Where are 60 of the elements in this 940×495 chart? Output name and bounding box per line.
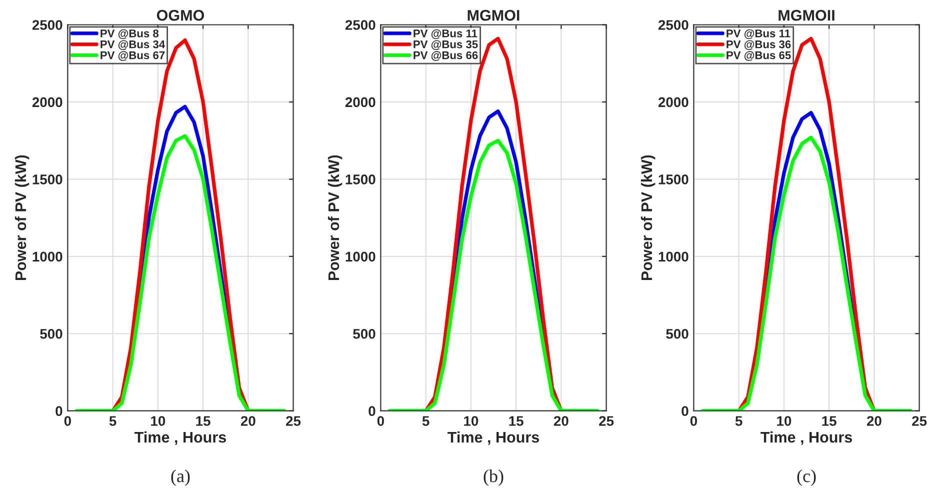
line-series [388,138,600,411]
legend-label: PV @Bus 35 [414,40,478,50]
y-tick-label: 500 [353,328,376,339]
text: (b) [484,469,504,486]
y-tick-label: 0 [56,406,62,416]
text: (c) [797,469,816,486]
x-tick-label: 5 [735,416,742,426]
y-tick-label: 500 [40,328,62,339]
y-tick-label: 2000 [658,97,688,108]
x-tick-label: 10 [777,416,792,426]
x-axis-title: Time , Hours [448,431,540,445]
y-tick-label: 1000 [346,252,376,262]
y-tick-label: 2500 [32,20,62,30]
y-axis-title: Power of PV (kW) [14,155,30,280]
y-axis-title: Power of PV (kW) [640,155,656,280]
x-axis-title: Time , Hours [760,431,852,445]
chart-title: OGMO [156,10,204,21]
legend-label: PV @Bus 11 [726,29,790,40]
x-tick-label: 20 [866,416,882,426]
y-axis-title: Power of PV (kW) [328,155,342,280]
x-tick-label: 15 [509,416,524,426]
x-tick-label: 0 [377,416,384,426]
y-tick-label: 500 [666,328,688,339]
x-tick-label: 0 [690,416,698,426]
y-tick-label: 0 [682,406,688,416]
x-tick-label: 15 [822,416,836,426]
x-tick-label: 0 [64,416,71,426]
legend-label: PV @Bus 67 [100,51,165,61]
text: (a) [171,469,190,486]
x-tick-label: 20 [240,416,256,426]
legend-label: PV @Bus 11 [414,29,478,40]
y-tick-label: 0 [368,406,376,416]
y-tick-label: 1000 [32,252,62,262]
y-tick-label: 1500 [658,174,688,184]
x-tick-label: 10 [464,416,478,426]
y-tick-label: 2500 [658,20,688,30]
x-tick-label: 20 [554,416,568,426]
y-tick-label: 2500 [345,20,376,30]
legend-label: PV @Bus 65 [726,51,791,61]
legend-label: PV @Bus 34 [100,40,166,50]
chart-title: MGMOI [468,10,520,21]
line-series [74,134,286,411]
legend-label: PV @Bus 8 [100,29,159,40]
y-tick-label: 2000 [32,97,62,108]
y-tick-label: 1000 [658,252,688,262]
y-tick-label: 1500 [346,174,376,184]
y-tick-label: 2000 [345,97,376,108]
x-tick-label: 25 [912,416,927,426]
x-tick-label: 25 [599,416,614,426]
x-axis-title: Time , Hours [134,431,226,445]
line-series [700,136,912,411]
chart-title: MGMOII [778,10,834,21]
legend-label: PV @Bus 66 [414,51,478,61]
x-tick-label: 5 [422,416,430,426]
y-tick-label: 1500 [32,174,62,184]
x-tick-label: 15 [196,416,210,426]
x-tick-label: 25 [286,416,301,426]
x-tick-label: 5 [109,416,116,426]
x-tick-label: 10 [151,416,166,426]
legend-label: PV @Bus 36 [726,40,791,50]
